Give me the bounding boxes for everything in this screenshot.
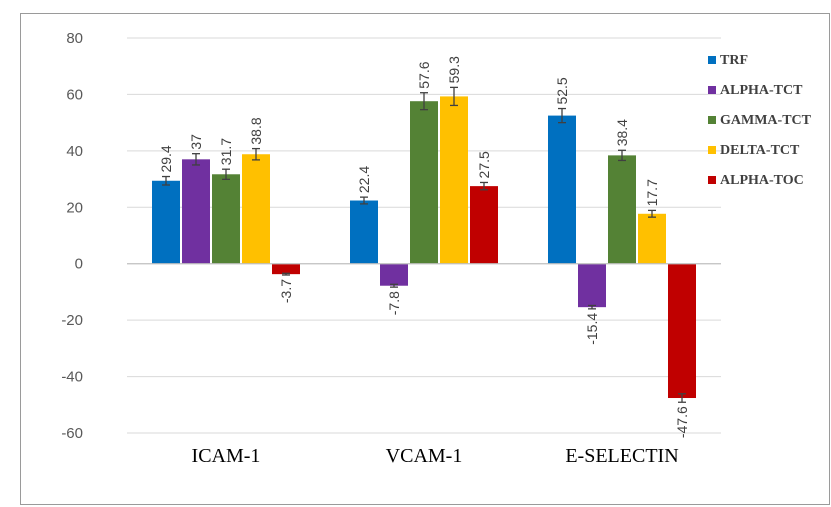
data-label: 31.7: [218, 138, 234, 165]
legend-swatch: [708, 176, 716, 184]
legend-label: DELTA-TCT: [720, 143, 800, 158]
data-label: 29.4: [158, 145, 174, 172]
data-labels: 29.4 22.4 52.5 37 -7.8 -15.4 31.7 57.6 38.4 38.8 5…: [158, 56, 690, 438]
error-bar: [360, 196, 368, 205]
bar: [410, 101, 438, 264]
error-bar: [588, 304, 596, 310]
data-label: 17.7: [644, 179, 660, 206]
chart-frame: -60 -40 -20 0 20 40 60 80 29.4 22.4 52.5 37 -7.8 -15…: [20, 13, 830, 505]
error-bar: [282, 272, 290, 276]
legend-item: TRF: [708, 53, 748, 68]
error-bar: [222, 168, 230, 181]
bar: [242, 154, 270, 264]
data-label: -47.6: [674, 406, 690, 438]
bar: [608, 155, 636, 264]
legend-item: ALPHA-TOC: [708, 173, 804, 188]
bars: [152, 96, 696, 399]
legend-item: ALPHA-TCT: [708, 83, 803, 98]
legend-item: DELTA-TCT: [708, 143, 800, 158]
data-label: 59.3: [446, 56, 462, 83]
bar: [350, 200, 378, 264]
bar: [638, 213, 666, 264]
category-label: E-SELECTIN: [565, 445, 678, 467]
data-label: 38.8: [248, 117, 264, 144]
data-label: 57.6: [416, 61, 432, 88]
data-label: -3.7: [278, 279, 294, 303]
error-bar: [390, 283, 398, 288]
error-bar: [162, 175, 170, 186]
legend-label: ALPHA-TOC: [720, 173, 804, 188]
data-label: 52.5: [554, 77, 570, 104]
legend-swatch: [708, 56, 716, 64]
bar: [380, 263, 408, 286]
category-axis: ICAM-1 VCAM-1 E-SELECTIN: [192, 445, 679, 467]
bar: [578, 263, 606, 308]
error-bar: [618, 149, 626, 162]
error-bar: [648, 209, 656, 218]
y-tick-label: 0: [75, 256, 83, 273]
legend-label: ALPHA-TCT: [720, 83, 803, 98]
y-tick-label: 40: [66, 143, 83, 160]
data-label: -7.8: [386, 291, 402, 315]
y-tick-label: 60: [66, 86, 83, 103]
error-bar: [420, 92, 428, 111]
error-bar: [480, 181, 488, 191]
bar: [212, 174, 240, 264]
error-bar: [252, 147, 260, 161]
y-tick-label: 80: [66, 30, 83, 47]
bar: [470, 186, 498, 264]
legend-swatch: [708, 116, 716, 124]
error-bar: [192, 153, 200, 166]
bar: [548, 115, 576, 264]
data-label: 27.5: [476, 151, 492, 178]
y-tick-label: -40: [61, 369, 83, 386]
y-tick-label: -60: [61, 425, 83, 442]
data-label: 37: [188, 134, 204, 150]
category-label: ICAM-1: [192, 445, 261, 467]
bar: [272, 263, 300, 275]
category-label: VCAM-1: [386, 445, 463, 467]
data-label: -15.4: [584, 313, 600, 345]
legend-swatch: [708, 86, 716, 94]
error-bar: [558, 107, 566, 124]
error-bar: [678, 393, 686, 403]
y-tick-label: 20: [66, 199, 83, 216]
bar: [152, 180, 180, 264]
data-label: 22.4: [356, 166, 372, 193]
error-bars: [162, 86, 686, 403]
legend-label: TRF: [720, 53, 748, 68]
y-tick-label: -20: [61, 312, 83, 329]
bar-chart: -60 -40 -20 0 20 40 60 80 29.4 22.4 52.5 37 -7.8 -15…: [61, 30, 812, 467]
legend-item: GAMMA-TCT: [708, 113, 812, 128]
bar: [182, 159, 210, 264]
legend-swatch: [708, 146, 716, 154]
data-label: 38.4: [614, 119, 630, 146]
bar: [668, 263, 696, 399]
error-bar: [450, 86, 458, 107]
y-axis: -60 -40 -20 0 20 40 60 80: [61, 30, 83, 442]
bar: [440, 96, 468, 264]
legend-label: GAMMA-TCT: [720, 113, 812, 128]
legend: TRF ALPHA-TCT GAMMA-TCT DELTA-TCT ALPHA-TOC: [708, 53, 812, 188]
